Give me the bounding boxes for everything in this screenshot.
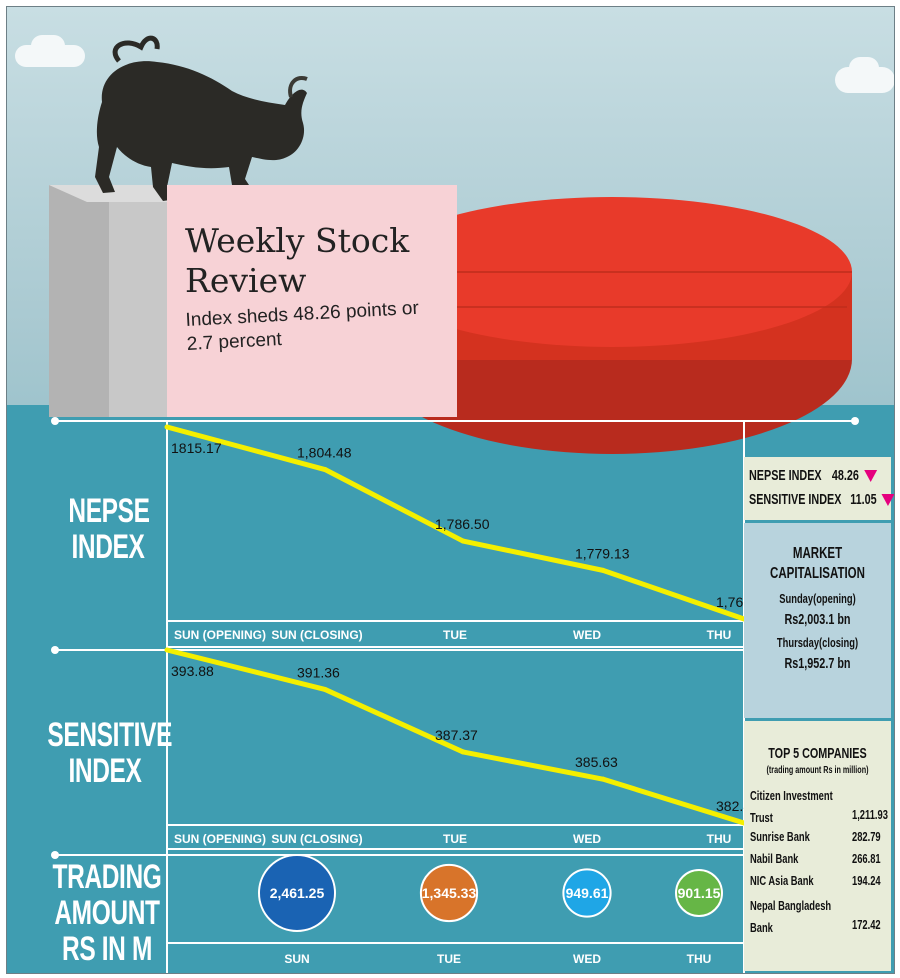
top5-note: (trading amount Rs in million): [766, 765, 869, 776]
sensitive-point-sun-opening: [164, 647, 170, 653]
cloud-left-puff: [31, 35, 65, 57]
sensitive-tick-sun-opening: SUN (OPENING): [174, 832, 266, 846]
sensitive-line-chart: 393.88 SUN (OPENING) 391.36 SUN (CLOSING) 38…: [164, 647, 759, 846]
trading-tick-sun: SUN: [284, 952, 309, 966]
trading-label-line2: AMOUNT: [54, 894, 160, 932]
mcap-heading-2: CAPITALISATION: [770, 565, 865, 582]
sensitive-value-label-wed: 385.63: [575, 754, 618, 770]
nepse-label-line2: INDEX: [71, 528, 145, 566]
nepse-value-label-sun-opening: 1815.17: [171, 440, 222, 456]
company-1-value: 1,211.93: [852, 807, 888, 822]
nepse-change-name: NEPSE INDEX: [749, 467, 822, 484]
trading-bubble-chart: 2,461.25 SUN 1,345.33 TUE 949.61 WED 901.15 THU: [258, 854, 723, 966]
nepse-change-row: NEPSE INDEX 48.26: [749, 467, 877, 484]
sensitive-tick-sun-closing: SUN (CLOSING): [271, 832, 362, 846]
company-5-value: 172.42: [852, 917, 881, 932]
cloud-right-puff: [849, 57, 879, 79]
nepse-tick-sun-closing: SUN (CLOSING): [271, 628, 362, 642]
sensitive-value-label-tue: 387.37: [435, 727, 478, 743]
sensitive-value-label-sun-opening: 393.88: [171, 663, 214, 679]
top5-panel: TOP 5 COMPANIES (trading amount Rs in mi…: [744, 721, 891, 971]
nepse-point-tue: [460, 538, 466, 544]
mcap-opening-value: Rs2,003.1 bn: [784, 611, 851, 628]
trading-value-label-sun: 2,461.25: [270, 885, 325, 901]
trading-tick-thu: THU: [687, 952, 712, 966]
page-title: Weekly Stock Review: [185, 221, 410, 300]
down-triangle-icon: [864, 470, 877, 483]
sensitive-change-name: SENSITIVE INDEX: [749, 491, 842, 508]
nepse-label: NEPSE INDEX: [68, 492, 150, 566]
trading-bubble-sun: [258, 854, 336, 932]
nepse-point-wed: [600, 567, 606, 573]
sensitive-label-line2: INDEX: [68, 752, 142, 790]
sensitive-label-line1: SENSITIVE: [47, 716, 173, 754]
trading-label: TRADING AMOUNT RS IN M: [49, 859, 164, 967]
market-cap-panel: MARKET CAPITALISATION Sunday(opening) Rs…: [744, 523, 891, 718]
sensitive-label: SENSITIVE INDEX: [47, 716, 173, 790]
nepse-change-value: 48.26: [831, 467, 859, 484]
nepse-value-label-tue: 1,786.50: [435, 516, 490, 532]
sensitive-tick-wed: WED: [573, 832, 601, 846]
sensitive-point-sun-closing: [322, 686, 328, 692]
sensitive-value-label-sun-closing: 391.36: [297, 664, 340, 680]
sensitive-point-tue: [460, 749, 466, 755]
page-subtitle: Index sheds 48.26 points or 2.7 percent: [185, 297, 420, 355]
infographic-stage: 1815.17 SUN (OPENING) 1,804.48 SUN (CLOSING…: [6, 6, 895, 974]
trading-bubble-tue: [419, 863, 479, 923]
mcap-closing-value: Rs1,952.7 bn: [784, 655, 851, 672]
sensitive-tick-tue: TUE: [443, 832, 467, 846]
company-4-name: NIC Asia Bank: [750, 873, 814, 888]
trading-bubble-wed: [562, 868, 612, 918]
indices-panel: NEPSE INDEX 48.26 SENSITIVE INDEX 11.05: [744, 457, 894, 520]
sensitive-change-value: 11.05: [850, 491, 877, 508]
mcap-opening-label: Sunday(opening): [779, 591, 856, 606]
nepse-value-label-wed: 1,779.13: [575, 545, 630, 561]
nepse-label-line1: NEPSE: [68, 492, 150, 530]
trading-bubble-thu: [675, 869, 723, 917]
company-4-value: 194.24: [852, 873, 881, 888]
title-card: Weekly Stock Review Index sheds 48.26 po…: [167, 185, 457, 417]
company-3-name: Nabil Bank: [750, 851, 799, 866]
nepse-tick-tue: TUE: [443, 628, 467, 642]
trading-tick-tue: TUE: [437, 952, 461, 966]
company-3-value: 266.81: [852, 851, 881, 866]
trading-value-label-tue: 1,345.33: [422, 885, 477, 901]
nepse-tick-sun-opening: SUN (OPENING): [174, 628, 266, 642]
pedestal: [49, 185, 207, 417]
company-1-name: Citizen Investment Trust: [750, 788, 833, 825]
sensitive-change-row: SENSITIVE INDEX 11.05: [749, 491, 894, 508]
trading-tick-wed: WED: [573, 952, 601, 966]
company-2-name: Sunrise Bank: [750, 829, 810, 844]
sensitive-tick-thu: THU: [707, 832, 732, 846]
nepse-line-chart: 1815.17 SUN (OPENING) 1,804.48 SUN (CLOSING…: [164, 424, 771, 642]
top5-heading: TOP 5 COMPANIES: [768, 745, 867, 762]
trading-label-line3: RS IN M: [62, 930, 152, 968]
nepse-tick-thu: THU: [707, 628, 732, 642]
mcap-heading-1: MARKET: [792, 545, 843, 562]
mcap-closing-label: Thursday(closing): [776, 635, 859, 650]
nepse-value-label-sun-closing: 1,804.48: [297, 445, 352, 461]
down-triangle-icon: [881, 494, 894, 507]
nepse-tick-wed: WED: [573, 628, 601, 642]
trading-value-label-wed: 949.61: [566, 885, 609, 901]
trading-value-label-thu: 901.15: [678, 885, 721, 901]
nepse-point-sun-opening: [164, 424, 170, 430]
nepse-point-sun-closing: [322, 467, 328, 473]
trading-label-line1: TRADING: [52, 858, 162, 896]
company-2-value: 282.79: [852, 829, 881, 844]
sensitive-point-wed: [600, 776, 606, 782]
bull-icon: [95, 35, 308, 201]
company-5-name: Nepal Bangladesh Bank: [750, 898, 832, 935]
